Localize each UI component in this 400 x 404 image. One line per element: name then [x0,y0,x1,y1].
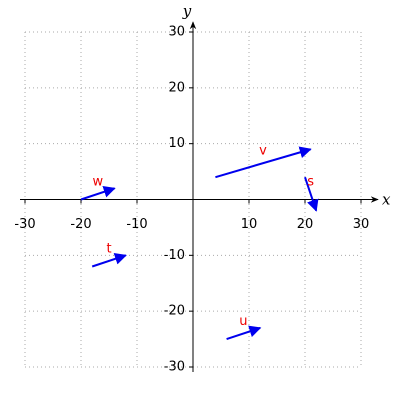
x-tick-label: -30 [14,217,35,232]
x-tick-label: 20 [297,217,314,232]
y-tick-label: 20 [168,80,185,95]
vector [226,325,262,341]
y-tick-label: 30 [168,25,185,40]
x-tick-label: 10 [241,217,258,232]
vector-label: s [307,174,314,189]
y-tick-label: -20 [164,304,185,319]
vector-label: u [239,314,247,329]
vectors: v s w t u [80,144,319,341]
x-tick-label: -20 [70,217,91,232]
vector [80,186,116,201]
y-axis-label: y [182,2,192,20]
vector-label: v [259,144,267,159]
vector [304,176,319,212]
vector-label: t [106,241,111,256]
x-axis-label: x [382,191,391,209]
vector [215,146,312,179]
axes: -30 -20 -10 10 20 30 -30 -20 -10 10 20 30 x y [14,2,391,375]
vector [91,253,127,268]
y-tick-label: -30 [164,360,185,375]
vector-label: w [92,174,103,189]
y-tick-label: -10 [164,248,185,263]
x-tick-label: -10 [126,217,147,232]
y-tick-label: 10 [168,136,185,151]
x-tick-label: 30 [353,217,370,232]
